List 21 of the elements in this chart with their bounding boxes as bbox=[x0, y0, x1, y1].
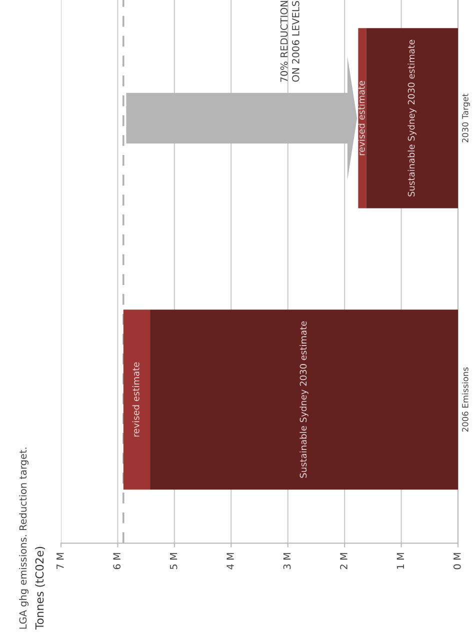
y-tick-label: 2006 Emissions bbox=[462, 367, 468, 432]
text: Sustainable Sydney 2030 estimate bbox=[300, 321, 308, 478]
x-tick-label: 2 M bbox=[340, 553, 348, 570]
x-tick-label: 6 M bbox=[113, 553, 121, 570]
bar bbox=[150, 310, 458, 490]
x-tick-label: 0 M bbox=[453, 553, 461, 570]
series-label: Sustainable Sydney 2030 estimate bbox=[408, 40, 416, 196]
x-tick-label: 4 M bbox=[226, 553, 234, 570]
x-tick-label: 1 M bbox=[396, 553, 404, 569]
text: Tonnes (tC02e) bbox=[35, 546, 45, 630]
bar bbox=[366, 28, 458, 208]
bar bbox=[358, 28, 366, 208]
x-tick-label: 5 M bbox=[170, 553, 178, 570]
bar bbox=[123, 310, 150, 490]
text: LGA ghg emissions. Reduction target. bbox=[19, 448, 29, 629]
y-tick-label: 2030 Target bbox=[462, 94, 470, 142]
annotation: 70% REDUCTION ON 2006 LEVELS bbox=[280, 0, 300, 82]
x-tick-label: 7 M bbox=[56, 553, 64, 570]
series-label: revised estimate bbox=[358, 80, 365, 156]
x-tick-label: 3 M bbox=[283, 553, 291, 570]
text: revised estimate bbox=[132, 362, 140, 437]
